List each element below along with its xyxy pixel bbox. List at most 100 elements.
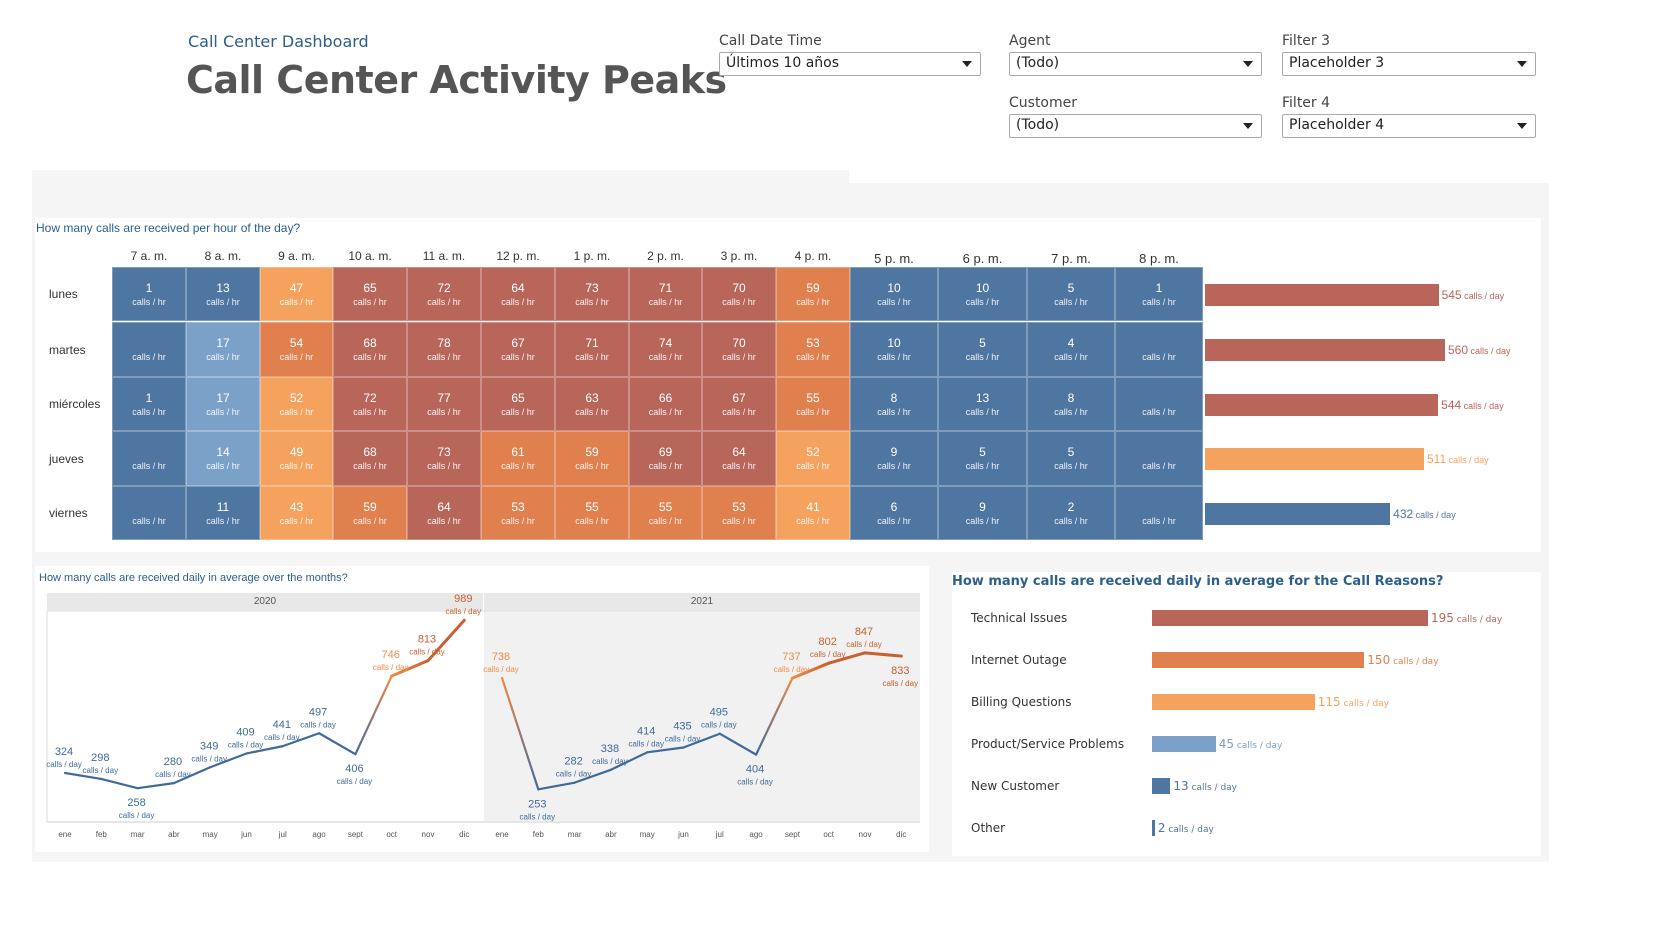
cell-value: 55: [658, 500, 673, 514]
heatmap-cell[interactable]: 53 calls / hr: [702, 486, 776, 540]
heatmap-cell[interactable]: 55 calls / hr: [776, 377, 850, 431]
heatmap-cell[interactable]: 11 calls / hr: [186, 486, 260, 540]
heatmap-cell[interactable]: calls / hr: [1115, 322, 1203, 377]
heatmap-cell[interactable]: 70 calls / hr: [702, 322, 776, 377]
heatmap-cell[interactable]: 13 calls / hr: [186, 267, 260, 321]
heatmap-cell[interactable]: 17 calls / hr: [186, 322, 260, 377]
heatmap-cell[interactable]: calls / hr: [1115, 486, 1203, 540]
heatmap-cell[interactable]: 1 calls / hr: [112, 377, 186, 431]
chevron-down-icon: [1517, 61, 1527, 67]
heatmap-cell[interactable]: 64 calls / hr: [481, 267, 555, 321]
heatmap-cell[interactable]: 4 calls / hr: [1027, 322, 1115, 377]
agent-dropdown[interactable]: (Todo): [1009, 52, 1262, 76]
heatmap-cell[interactable]: 8 calls / hr: [1027, 377, 1115, 431]
heatmap-cell[interactable]: calls / hr: [1115, 431, 1203, 486]
heatmap-cell[interactable]: 55 calls / hr: [629, 486, 702, 540]
heatmap-cell[interactable]: 43 calls / hr: [260, 486, 333, 540]
heatmap-cell[interactable]: calls / hr: [112, 486, 186, 540]
heatmap-cell[interactable]: 1 calls / hr: [1115, 267, 1203, 321]
day-total-bar[interactable]: [1205, 394, 1439, 416]
heatmap-cell[interactable]: 55 calls / hr: [555, 486, 629, 540]
heatmap-cell[interactable]: 72 calls / hr: [407, 267, 481, 321]
heatmap-cell[interactable]: 5 calls / hr: [1027, 267, 1115, 321]
heatmap-cell[interactable]: 53 calls / hr: [481, 486, 555, 540]
heatmap-cell[interactable]: 59 calls / hr: [555, 431, 629, 486]
heatmap-cell[interactable]: 6 calls / hr: [850, 486, 938, 540]
heatmap-cell[interactable]: 67 calls / hr: [481, 322, 555, 377]
heatmap-cell[interactable]: 13 calls / hr: [938, 377, 1027, 431]
heatmap-cell[interactable]: 59 calls / hr: [333, 486, 407, 540]
heatmap-cell[interactable]: 67 calls / hr: [702, 377, 776, 431]
heatmap-cell[interactable]: 47 calls / hr: [260, 267, 333, 321]
heatmap-cell[interactable]: 54 calls / hr: [260, 322, 333, 377]
reason-bar[interactable]: [1152, 778, 1171, 794]
filter-3-dropdown[interactable]: Placeholder 3: [1282, 52, 1536, 76]
heatmap-cell[interactable]: 70 calls / hr: [702, 267, 776, 321]
heatmap-cell[interactable]: 49 calls / hr: [260, 431, 333, 486]
heatmap-cell[interactable]: 9 calls / hr: [850, 431, 938, 486]
customer-dropdown[interactable]: (Todo): [1009, 114, 1262, 138]
cell-value: 74: [658, 336, 673, 350]
heatmap-cell[interactable]: 8 calls / hr: [850, 377, 938, 431]
heatmap-cell[interactable]: 52 calls / hr: [260, 377, 333, 431]
filter-label: Filter 4: [1282, 95, 1331, 111]
heatmap-cell[interactable]: 41 calls / hr: [776, 486, 850, 540]
heatmap-cell[interactable]: 17 calls / hr: [186, 377, 260, 431]
heatmap-cell[interactable]: 72 calls / hr: [333, 377, 407, 431]
heatmap-cell[interactable]: 5 calls / hr: [1027, 431, 1115, 486]
heatmap-cell[interactable]: 5 calls / hr: [938, 322, 1027, 377]
reason-bar[interactable]: [1152, 610, 1428, 626]
reason-bar[interactable]: [1152, 694, 1315, 710]
day-total-bar[interactable]: [1205, 503, 1391, 525]
cell-unit: calls / hr: [877, 516, 911, 526]
heatmap-cell[interactable]: 63 calls / hr: [555, 377, 629, 431]
reason-bar[interactable]: [1152, 652, 1365, 668]
heatmap-cell[interactable]: 68 calls / hr: [333, 322, 407, 377]
heatmap-cell[interactable]: 10 calls / hr: [850, 267, 938, 321]
heatmap-cell[interactable]: 2 calls / hr: [1027, 486, 1115, 540]
day-total-bar[interactable]: [1205, 339, 1445, 361]
heatmap-cell[interactable]: 64 calls / hr: [702, 431, 776, 486]
heatmap-cell[interactable]: 71 calls / hr: [555, 322, 629, 377]
dropdown-value: Placeholder 3: [1289, 55, 1385, 71]
heatmap-cell[interactable]: 69 calls / hr: [629, 431, 702, 486]
heatmap-cell[interactable]: calls / hr: [1115, 377, 1203, 431]
heatmap-cell[interactable]: 73 calls / hr: [555, 267, 629, 321]
cell-unit: calls / hr: [648, 352, 683, 362]
cell-value: 59: [363, 500, 377, 514]
heatmap-cell[interactable]: 61 calls / hr: [481, 431, 555, 486]
heatmap-cell[interactable]: 10 calls / hr: [938, 267, 1027, 321]
heatmap-cell[interactable]: 71 calls / hr: [629, 267, 702, 321]
day-total-bar[interactable]: [1205, 448, 1424, 470]
heatmap-cell[interactable]: 65 calls / hr: [333, 267, 407, 321]
heatmap-cell[interactable]: 68 calls / hr: [333, 431, 407, 486]
heatmap-cell[interactable]: 5 calls / hr: [938, 431, 1027, 486]
heatmap-cell[interactable]: 14 calls / hr: [186, 431, 260, 486]
heatmap-cell[interactable]: 74 calls / hr: [629, 322, 702, 377]
dropdown-value: (Todo): [1016, 117, 1060, 133]
heatmap-cell[interactable]: calls / hr: [112, 431, 186, 486]
heatmap-cell[interactable]: 1 calls / hr: [112, 267, 186, 321]
heatmap-cell[interactable]: 77 calls / hr: [407, 377, 481, 431]
heatmap-cell[interactable]: 78 calls / hr: [407, 322, 481, 377]
heatmap-cell[interactable]: 10 calls / hr: [850, 322, 938, 377]
cell-unit: calls / hr: [501, 461, 535, 471]
heatmap-cell[interactable]: 59 calls / hr: [776, 267, 850, 321]
heatmap-cell[interactable]: 65 calls / hr: [481, 377, 555, 431]
heatmap-cell[interactable]: 66 calls / hr: [629, 377, 702, 431]
heatmap-cell[interactable]: 52 calls / hr: [776, 431, 850, 486]
reason-bar[interactable]: [1152, 736, 1216, 752]
cell-value: 53: [806, 336, 820, 350]
heatmap-cell[interactable]: 53 calls / hr: [776, 322, 850, 377]
call-date-time-dropdown[interactable]: Últimos 10 años: [719, 52, 981, 76]
reason-bar[interactable]: [1152, 820, 1155, 836]
heatmap-cell[interactable]: 73 calls / hr: [407, 431, 481, 486]
heatmap-cell[interactable]: 9 calls / hr: [938, 486, 1027, 540]
cell-value: 66: [658, 391, 673, 405]
heatmap-cell[interactable]: calls / hr: [112, 322, 186, 377]
cell-unit: calls / hr: [965, 407, 1000, 417]
heatmap-cell[interactable]: 64 calls / hr: [407, 486, 481, 540]
day-total-bar[interactable]: [1205, 284, 1439, 306]
filter-4-dropdown[interactable]: Placeholder 4: [1282, 114, 1536, 138]
cell-unit: calls / hr: [1142, 461, 1176, 471]
